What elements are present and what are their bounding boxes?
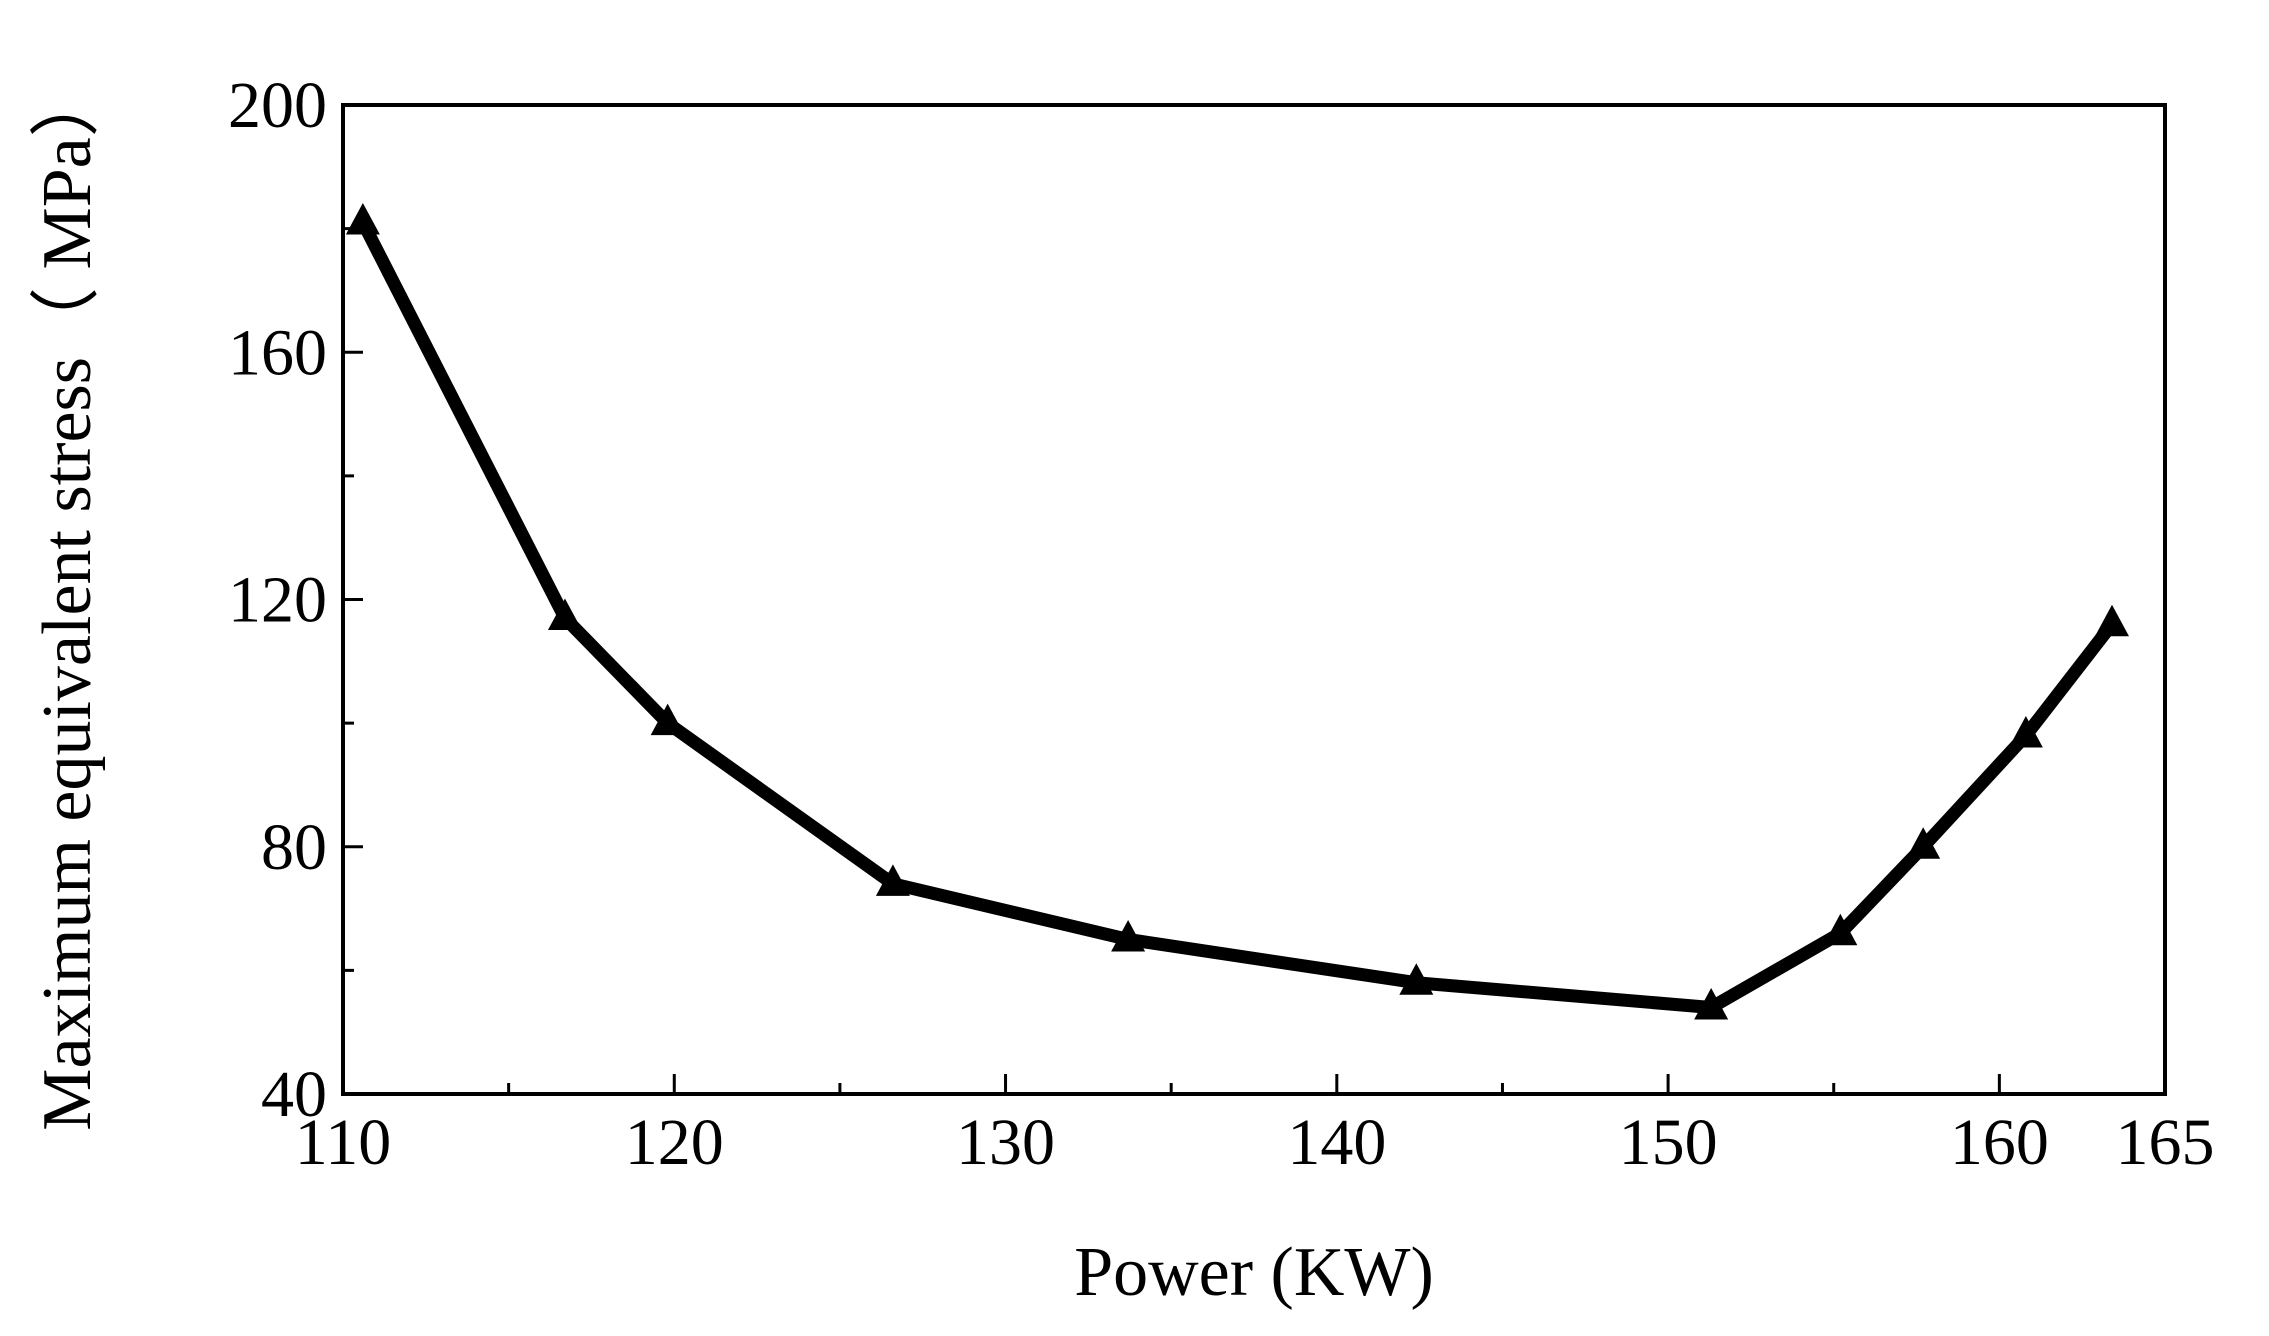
x-tick-label: 120 (625, 1106, 724, 1179)
y-tick-label: 200 (228, 69, 327, 142)
x-tick-label: 140 (1287, 1106, 1386, 1179)
y-axis-label: Maximum equivalent stress（ MPa） (29, 67, 106, 1131)
data-point-marker (1399, 963, 1434, 995)
data-point-marker (547, 598, 582, 631)
tick-labels: 110 120 130 140 150 160 165 40 80 120 160 200 (228, 69, 2215, 1179)
data-point-marker (1111, 919, 1146, 952)
x-tick-label: 130 (956, 1106, 1055, 1179)
x-tick-label: 110 (295, 1106, 392, 1179)
data-point-marker (1906, 827, 1941, 859)
x-tick-label: 160 (1950, 1106, 2049, 1179)
data-point-marker (2094, 604, 2129, 637)
y-tick-label: 160 (228, 316, 327, 389)
y-tick-label: 120 (228, 564, 327, 637)
data-point-marker (1823, 913, 1858, 946)
x-axis-label: Power (KW) (1074, 1234, 1434, 1311)
y-tick-label: 40 (261, 1058, 327, 1131)
data-series (345, 202, 2129, 1020)
plot-frame (341, 103, 2167, 1096)
data-point-marker (1694, 987, 1729, 1020)
series-line (356, 215, 2119, 1014)
data-point-marker (650, 703, 685, 736)
axis-ticks (341, 103, 2167, 1096)
data-point-marker (2008, 715, 2043, 748)
data-point-marker (345, 202, 380, 235)
x-tick-label: 165 (2116, 1106, 2215, 1179)
data-point-marker (875, 864, 910, 896)
y-tick-label: 80 (261, 811, 327, 884)
x-tick-label: 150 (1619, 1106, 1718, 1179)
